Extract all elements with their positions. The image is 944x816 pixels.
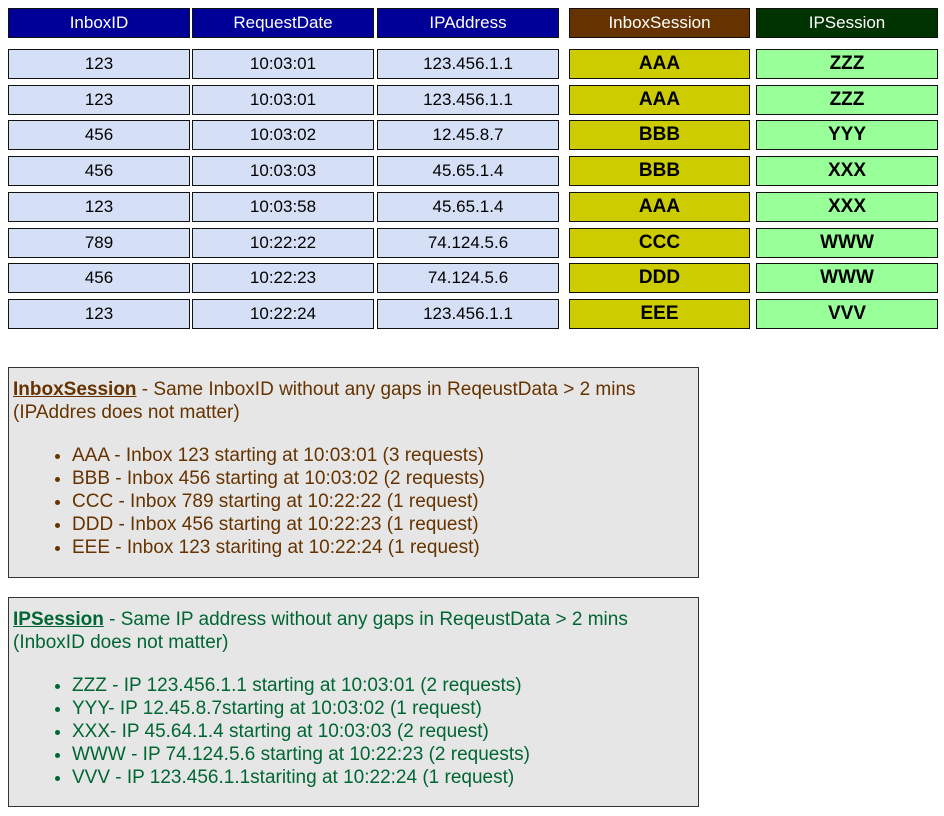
ip-address-cell: 74.124.5.6 — [377, 228, 559, 258]
ip-session-cell: ZZZ — [756, 49, 938, 79]
ip-address-cell: 12.45.8.7 — [377, 120, 559, 150]
ip-session-item: ZZZ - IP 123.456.1.1 starting at 10:03:0… — [72, 674, 694, 697]
column-header-ip-address: IPAddress — [377, 8, 559, 38]
ip-session-cell: YYY — [756, 120, 938, 150]
ip-address-cell: 123.456.1.1 — [377, 299, 559, 329]
inbox-id-cell: 456 — [8, 156, 190, 186]
request-date-cell: 10:03:01 — [192, 85, 374, 115]
inbox-session-description: InboxSession - Same InboxID without any … — [13, 378, 694, 424]
inbox-session-item: CCC - Inbox 789 starting at 10:22:22 (1 … — [72, 490, 694, 513]
inbox-session-cell: AAA — [569, 192, 750, 222]
inbox-session-desc-line2: (IPAddres does not matter) — [13, 402, 240, 423]
request-date-cell: 10:03:01 — [192, 49, 374, 79]
request-date-cell: 10:03:02 — [192, 120, 374, 150]
inbox-session-cell: AAA — [569, 85, 750, 115]
inbox-session-note: InboxSession - Same InboxID without any … — [8, 367, 699, 578]
ip-session-note: IPSession - Same IP address without any … — [8, 597, 699, 807]
ip-address-cell: 123.456.1.1 — [377, 49, 559, 79]
inbox-session-cell: DDD — [569, 263, 750, 293]
ip-session-cell: XXX — [756, 192, 938, 222]
ip-address-cell: 45.65.1.4 — [377, 156, 559, 186]
inbox-session-title: InboxSession — [13, 379, 137, 400]
column-header-ip-session: IPSession — [756, 8, 938, 38]
ip-session-list: ZZZ - IP 123.456.1.1 starting at 10:03:0… — [13, 674, 694, 789]
inbox-session-list: AAA - Inbox 123 starting at 10:03:01 (3 … — [13, 444, 694, 559]
inbox-id-cell: 123 — [8, 192, 190, 222]
ip-session-cell: WWW — [756, 263, 938, 293]
request-date-cell: 10:22:24 — [192, 299, 374, 329]
inbox-session-cell: EEE — [569, 299, 750, 329]
ip-session-cell: XXX — [756, 156, 938, 186]
ip-address-cell: 123.456.1.1 — [377, 85, 559, 115]
request-date-cell: 10:22:22 — [192, 228, 374, 258]
ip-session-item: VVV - IP 123.456.1.1stariting at 10:22:2… — [72, 766, 694, 789]
ip-session-desc-line2: (InboxID does not matter) — [13, 632, 229, 653]
column-header-inbox-id: InboxID — [8, 8, 190, 38]
ip-session-item: XXX- IP 45.64.1.4 starting at 10:03:03 (… — [72, 720, 694, 743]
ip-session-cell: VVV — [756, 299, 938, 329]
inbox-session-cell: BBB — [569, 120, 750, 150]
ip-session-cell: WWW — [756, 228, 938, 258]
ip-session-title: IPSession — [13, 609, 104, 630]
inbox-session-item: DDD - Inbox 456 starting at 10:22:23 (1 … — [72, 513, 694, 536]
column-header-request-date: RequestDate — [192, 8, 374, 38]
ip-address-cell: 74.124.5.6 — [377, 263, 559, 293]
ip-session-desc-line1: - Same IP address without any gaps in Re… — [103, 609, 628, 630]
column-header-inbox-session: InboxSession — [569, 8, 750, 38]
request-date-cell: 10:22:23 — [192, 263, 374, 293]
inbox-session-desc-line1: - Same InboxID without any gaps in Reqeu… — [136, 379, 636, 400]
inbox-id-cell: 123 — [8, 49, 190, 79]
inbox-id-cell: 456 — [8, 120, 190, 150]
inbox-id-cell: 123 — [8, 299, 190, 329]
inbox-session-item: BBB - Inbox 456 starting at 10:03:02 (2 … — [72, 467, 694, 490]
inbox-id-cell: 123 — [8, 85, 190, 115]
ip-session-cell: ZZZ — [756, 85, 938, 115]
inbox-session-cell: BBB — [569, 156, 750, 186]
inbox-session-cell: CCC — [569, 228, 750, 258]
inbox-session-item: AAA - Inbox 123 starting at 10:03:01 (3 … — [72, 444, 694, 467]
ip-address-cell: 45.65.1.4 — [377, 192, 559, 222]
inbox-session-item: EEE - Inbox 123 stariting at 10:22:24 (1… — [72, 536, 694, 559]
inbox-id-cell: 789 — [8, 228, 190, 258]
request-date-cell: 10:03:58 — [192, 192, 374, 222]
inbox-id-cell: 456 — [8, 263, 190, 293]
request-date-cell: 10:03:03 — [192, 156, 374, 186]
inbox-session-cell: AAA — [569, 49, 750, 79]
ip-session-item: YYY- IP 12.45.8.7starting at 10:03:02 (1… — [72, 697, 694, 720]
ip-session-description: IPSession - Same IP address without any … — [13, 608, 694, 654]
ip-session-item: WWW - IP 74.124.5.6 starting at 10:22:23… — [72, 743, 694, 766]
